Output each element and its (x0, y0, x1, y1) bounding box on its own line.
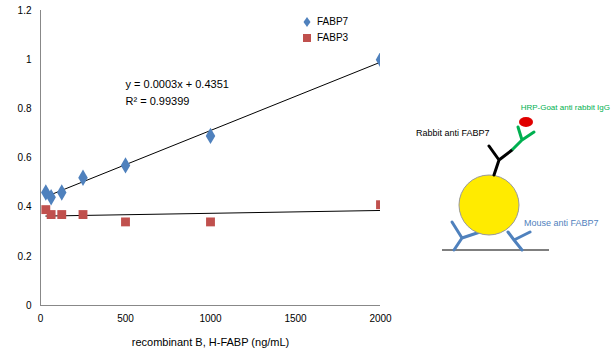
svg-text:500: 500 (117, 313, 134, 324)
svg-text:recombinant B, H-FABP (ng/mL): recombinant B, H-FABP (ng/mL) (132, 336, 290, 348)
svg-text:1: 1 (26, 54, 32, 65)
svg-text:Rabbit anti FABP7: Rabbit anti FABP7 (416, 128, 490, 138)
svg-text:0.6: 0.6 (18, 152, 32, 163)
html-text:FABP3: FABP3 (317, 32, 349, 43)
svg-text:2000: 2000 (369, 313, 392, 324)
svg-text:0.2: 0.2 (18, 251, 32, 262)
svg-text:1.2: 1.2 (18, 5, 32, 16)
html-text:FABP7: FABP7 (317, 16, 349, 27)
svg-text:0: 0 (38, 313, 44, 324)
svg-text:HRP-Goat anti rabbit IgG: HRP-Goat anti rabbit IgG (521, 103, 610, 112)
svg-text:1000: 1000 (199, 313, 222, 324)
svg-text:y = 0.0003x + 0.4351: y = 0.0003x + 0.4351 (126, 78, 229, 90)
svg-text:R² = 0.99399: R² = 0.99399 (126, 95, 190, 107)
svg-text:Mouse anti FABP7: Mouse anti FABP7 (524, 218, 599, 228)
svg-text:0: 0 (26, 300, 32, 311)
svg-text:0.4: 0.4 (18, 201, 32, 212)
svg-text:0.8: 0.8 (18, 103, 32, 114)
svg-text:1500: 1500 (284, 313, 307, 324)
